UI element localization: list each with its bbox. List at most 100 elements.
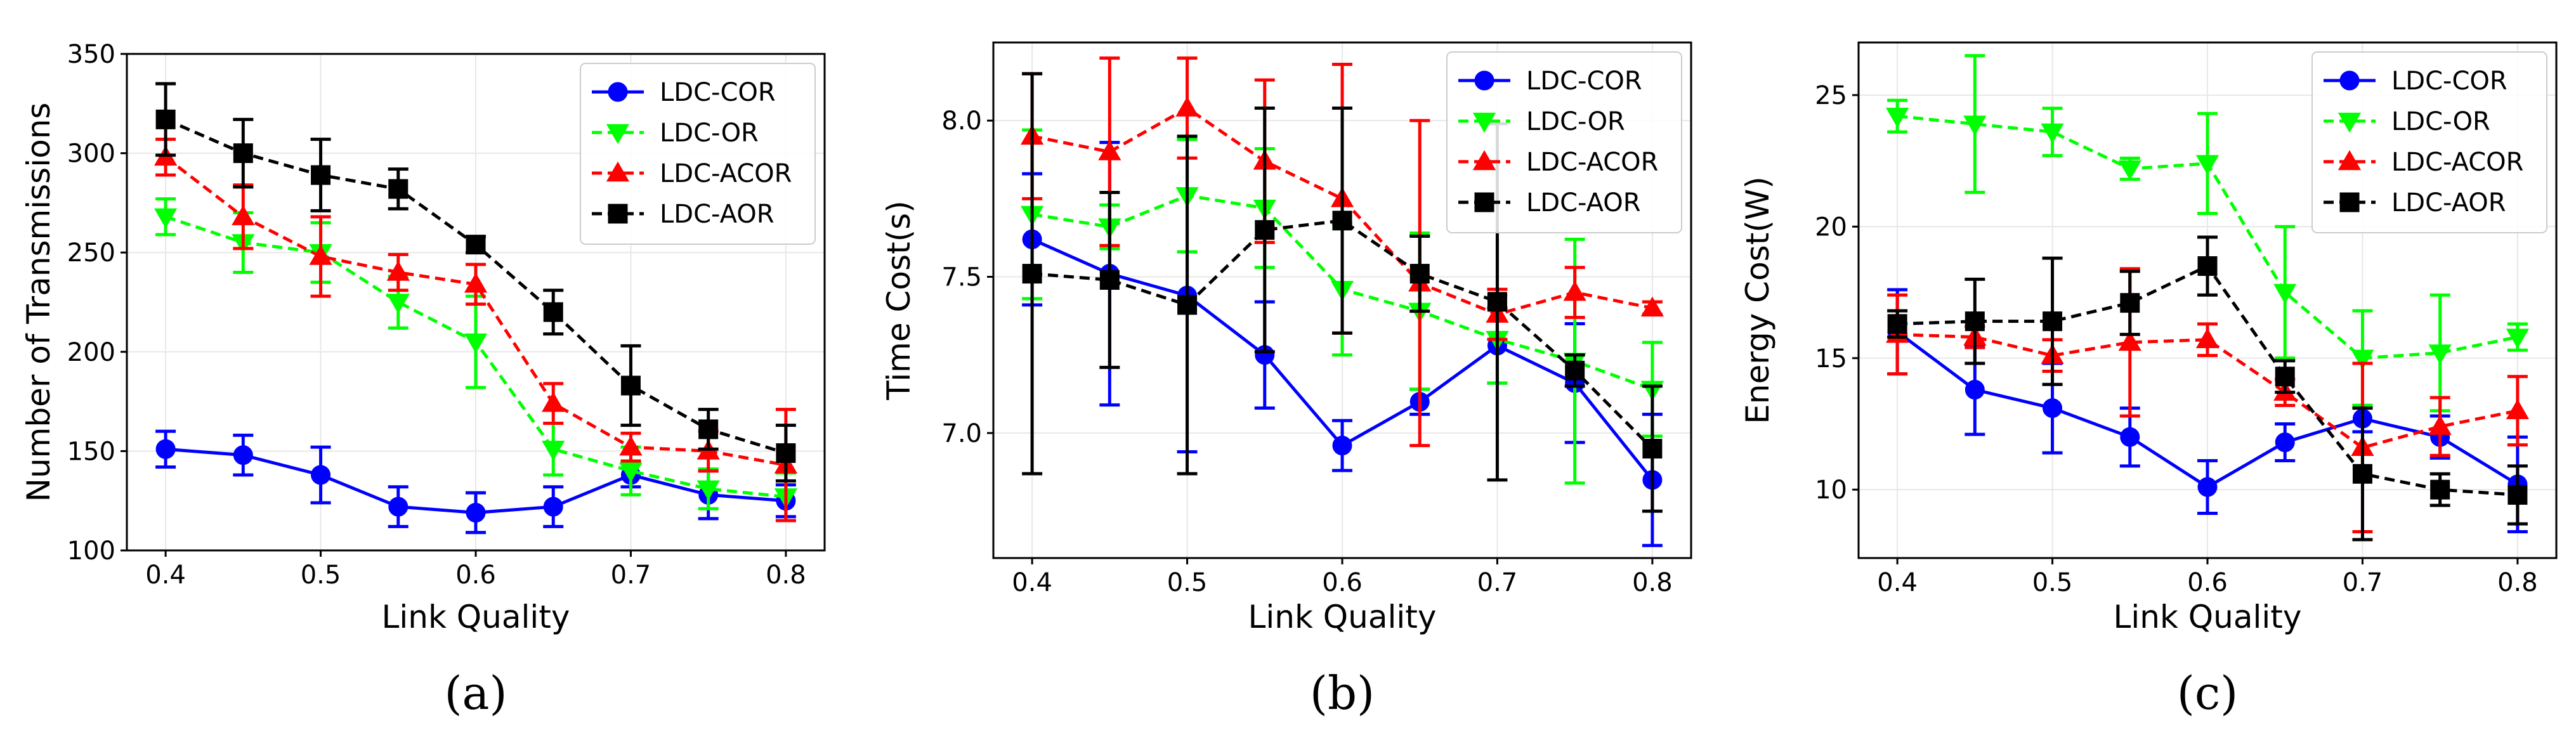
legend-label: LDC-OR: [660, 119, 759, 148]
legend-item: LDC-AOR: [2324, 188, 2506, 218]
series-line: [1897, 332, 2518, 450]
data-point: [2506, 399, 2530, 419]
data-point: [1640, 296, 1664, 317]
panel-caption: (b): [1310, 666, 1375, 720]
legend-marker: [608, 82, 628, 102]
legend-item: LDC-COR: [1458, 67, 1642, 96]
y-tick-label: 25: [1815, 81, 1847, 110]
data-point: [388, 179, 409, 199]
legend-label: LDC-OR: [2391, 107, 2490, 136]
y-axis-label: Energy Cost(W): [1739, 176, 1776, 424]
series-line: [1031, 219, 1654, 450]
data-point: [1255, 220, 1275, 240]
data-point: [2118, 160, 2141, 181]
data-point: [698, 419, 719, 439]
legend-label: LDC-COR: [1526, 67, 1642, 96]
x-tick-label: 0.4: [145, 561, 186, 590]
data-point: [2120, 427, 2140, 447]
data-point: [2351, 349, 2374, 370]
x-tick-label: 0.6: [455, 561, 496, 590]
series-ldc-aor: [1887, 235, 2528, 542]
data-point: [696, 480, 720, 501]
data-point: [464, 333, 488, 354]
x-axis-ticks: 0.4 0.5 0.6 0.7 0.8: [145, 550, 806, 590]
legend-label: LDC-AOR: [660, 200, 775, 229]
data-point: [543, 302, 563, 322]
x-tick-label: 0.5: [301, 561, 341, 590]
x-axis-label: Link Quality: [2114, 599, 2302, 635]
legend: LDC-COR LDC-OR LDC-ACOR LDC-AOR: [1446, 51, 1682, 233]
legend-item: LDC-ACOR: [1458, 148, 1658, 177]
legend-box: [2311, 51, 2547, 233]
data-point: [2043, 311, 2063, 332]
data-point: [2273, 283, 2297, 304]
data-point: [543, 497, 563, 517]
legend-box: [1446, 51, 1682, 233]
data-point: [620, 375, 641, 396]
legend-item: LDC-OR: [1458, 107, 1625, 136]
data-point: [466, 502, 486, 523]
legend-label: LDC-OR: [1526, 107, 1625, 136]
data-point: [1642, 439, 1663, 459]
legend-item: LDC-OR: [592, 119, 759, 148]
data-point: [2428, 344, 2452, 365]
data-point: [466, 235, 486, 255]
x-tick-label: 0.4: [1877, 568, 1918, 597]
data-point: [154, 208, 178, 229]
data-point: [2120, 293, 2140, 313]
y-tick-label: 7.0: [941, 419, 982, 448]
y-tick-label: 15: [1815, 344, 1847, 374]
data-point: [311, 465, 331, 485]
legend-label: LDC-ACOR: [2391, 148, 2523, 177]
x-tick-label: 0.5: [1167, 568, 1208, 597]
data-point: [2197, 256, 2218, 276]
data-point: [1887, 314, 1907, 334]
y-axis-ticks: 7.0 7.5 8.0: [941, 107, 993, 448]
data-point: [309, 245, 332, 265]
legend-label: LDC-COR: [660, 78, 776, 107]
data-point: [1332, 211, 1352, 231]
data-point: [776, 443, 796, 464]
data-point: [233, 143, 253, 164]
data-point: [542, 391, 565, 412]
data-point: [1409, 264, 1430, 284]
y-tick-label: 7.5: [941, 263, 982, 292]
legend-label: LDC-ACOR: [1526, 148, 1658, 177]
legend-marker: [1474, 192, 1494, 212]
data-point: [2195, 155, 2220, 176]
x-tick-label: 0.8: [1632, 568, 1673, 597]
x-axis-ticks: 0.4 0.5 0.6 0.7 0.8: [1012, 558, 1673, 597]
data-point: [386, 294, 410, 314]
y-tick-label: 100: [67, 536, 115, 566]
chart-panel-a: 0.4 0.5 0.6 0.7 0.8 100 150 200 250 300 350 Link Qu…: [20, 40, 826, 720]
data-point: [388, 497, 409, 517]
x-axis-label: Link Quality: [1248, 599, 1437, 635]
x-tick-label: 0.7: [1477, 568, 1518, 597]
legend-marker: [606, 161, 630, 182]
legend-marker: [2337, 150, 2362, 171]
data-point: [2507, 484, 2528, 505]
data-point: [2430, 479, 2450, 500]
x-tick-label: 0.4: [1012, 568, 1052, 597]
legend: LDC-COR LDC-OR LDC-ACOR LDC-AOR: [2311, 51, 2547, 233]
data-point: [1487, 292, 1507, 312]
y-tick-label: 350: [67, 40, 115, 69]
legend-marker: [1472, 150, 1496, 171]
legend-marker: [1472, 112, 1496, 133]
data-point: [2506, 328, 2530, 349]
x-tick-label: 0.7: [611, 561, 651, 590]
legend-item: LDC-AOR: [1458, 188, 1641, 218]
legend: LDC-COR LDC-OR LDC-ACOR LDC-AOR: [580, 63, 816, 245]
data-point: [1963, 115, 1987, 136]
data-point: [1098, 140, 1121, 160]
x-tick-label: 0.6: [2187, 568, 2228, 597]
data-point: [1885, 107, 1909, 128]
y-tick-label: 8.0: [941, 107, 982, 136]
y-tick-label: 20: [1815, 212, 1847, 242]
data-point: [1565, 360, 1585, 380]
legend-item: LDC-COR: [2324, 67, 2507, 96]
panel-caption: (a): [444, 666, 507, 720]
data-point: [2118, 330, 2141, 351]
legend-label: LDC-COR: [2391, 67, 2507, 96]
x-tick-label: 0.5: [2032, 568, 2073, 597]
